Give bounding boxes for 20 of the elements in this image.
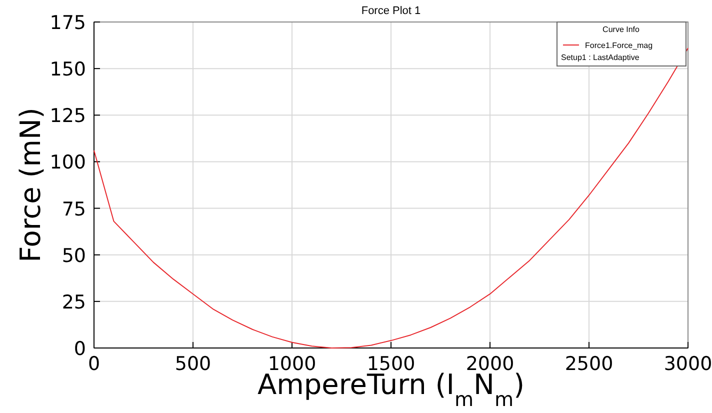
- x-tick-label: 1000: [268, 353, 316, 375]
- y-tick-label: 150: [50, 58, 86, 81]
- y-tick-label: 75: [62, 198, 86, 220]
- y-axis-title: Force (mN): [14, 108, 47, 262]
- annotation: Setup1 : LastAdaptive: [561, 53, 640, 62]
- y-tick-label: 0: [74, 338, 86, 360]
- x-tick-label: 3000: [664, 353, 712, 375]
- legend-label: Force1.Force_mag: [585, 41, 653, 50]
- legend-title: Curve Info: [602, 25, 640, 34]
- x-tick-label: 0: [88, 353, 100, 375]
- y-tick-label: 175: [50, 12, 86, 34]
- x-tick-label: 1500: [366, 353, 416, 375]
- y-tick-label: 50: [62, 244, 86, 267]
- x-tick-label: 2500: [564, 353, 614, 375]
- chart-title: Force Plot 1: [361, 5, 421, 17]
- y-tick-label: 25: [62, 291, 86, 314]
- y-tick-label: 100: [50, 152, 86, 174]
- y-tick-label: 125: [50, 105, 86, 128]
- x-tick-label: 500: [174, 353, 212, 375]
- x-tick-label: 2000: [466, 353, 514, 375]
